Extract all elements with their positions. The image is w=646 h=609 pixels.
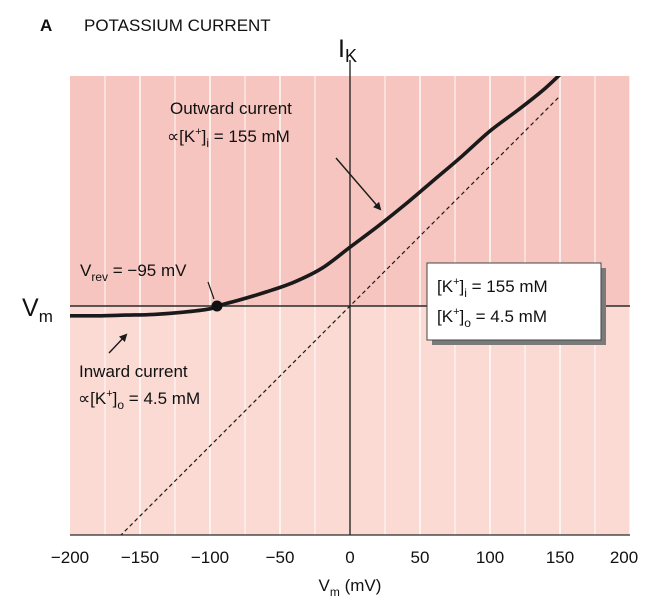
x-tick-label: 0 — [345, 548, 354, 567]
outward-label-line2: ∝[K+]i = 155 mM — [167, 126, 290, 150]
ghk-current-curve — [70, 76, 562, 318]
inward-label-line2: ∝[K+]o = 4.5 mM — [78, 388, 200, 412]
inward-arrow — [108, 333, 128, 354]
reversal-label: Vrev = −95 mV — [80, 261, 187, 284]
x-tick-labels: −200 −150 −100 −50 0 50 100 150 200 — [51, 548, 638, 567]
v-axis-label: Vm — [22, 294, 53, 326]
reversal-pointer — [207, 281, 215, 300]
x-tick-label: 50 — [411, 548, 430, 567]
chart-title: POTASSIUM CURRENT — [84, 16, 271, 35]
outward-arrow — [335, 157, 382, 211]
x-tick-label: −100 — [191, 548, 229, 567]
x-tick-label: 200 — [610, 548, 638, 567]
inward-label-line1: Inward current — [79, 362, 188, 381]
x-tick-label: −150 — [121, 548, 159, 567]
reversal-point-dot — [211, 300, 223, 312]
x-tick-label: −200 — [51, 548, 89, 567]
legend-row-internal: [K+]i = 155 mM — [437, 276, 548, 300]
outward-label-line1: Outward current — [170, 99, 292, 118]
x-tick-label: 150 — [546, 548, 574, 567]
x-tick-label: 100 — [476, 548, 504, 567]
legend-box — [426, 262, 602, 341]
legend-row-external: [K+]o = 4.5 mM — [437, 306, 547, 330]
i-axis-label: IK — [338, 35, 357, 66]
x-axis-label: Vm (mV) — [319, 576, 382, 599]
panel-letter: A — [40, 16, 52, 35]
ohmic-dashed-line — [120, 95, 561, 535]
x-tick-label: −50 — [266, 548, 295, 567]
